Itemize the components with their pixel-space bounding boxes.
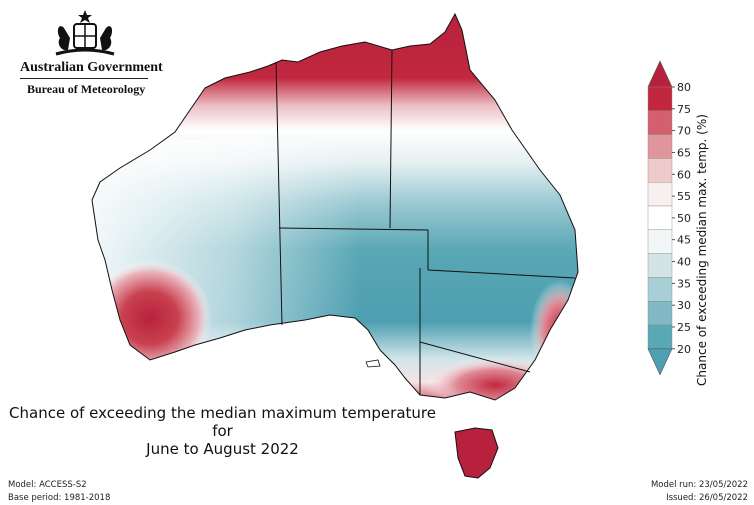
legend-tick-label: 70 bbox=[677, 125, 691, 138]
legend-swatch bbox=[647, 324, 673, 349]
tasmania bbox=[454, 427, 499, 479]
legend-tick-label: 60 bbox=[677, 168, 691, 181]
issued-label: Issued: 26/05/2022 bbox=[666, 493, 748, 503]
legend-swatch bbox=[647, 253, 673, 278]
legend-swatch bbox=[647, 110, 673, 135]
header-divider bbox=[20, 78, 148, 79]
legend-swatch bbox=[647, 229, 673, 254]
legend-swatch bbox=[647, 181, 673, 207]
kangaroo-island bbox=[365, 359, 381, 368]
legend-bottom-arrow bbox=[647, 348, 673, 376]
legend-colorbar: 80 75 70 65 60 55 50 45 40 35 30 25 20 bbox=[647, 60, 691, 376]
legend-swatch bbox=[647, 205, 673, 230]
agency-name: Bureau of Meteorology bbox=[27, 82, 146, 96]
government-name: Australian Government bbox=[20, 60, 163, 75]
legend-tick-label: 20 bbox=[677, 343, 691, 356]
legend-tick-label: 65 bbox=[677, 146, 691, 159]
legend-tick-label: 75 bbox=[677, 103, 691, 116]
legend-swatch bbox=[647, 134, 673, 159]
legend-top-arrow bbox=[647, 60, 673, 88]
map-title: Chance of exceeding the median maximum t… bbox=[9, 404, 436, 458]
legend-tick-label: 25 bbox=[677, 321, 691, 334]
legend-title: Chance of exceeding median max. temp. (%… bbox=[695, 114, 709, 386]
legend-tick-label: 30 bbox=[677, 299, 691, 312]
temperature-outlook-map bbox=[91, 12, 579, 479]
coat-of-arms-icon bbox=[55, 10, 115, 56]
legend-swatch bbox=[647, 300, 673, 326]
legend-swatch bbox=[647, 158, 673, 183]
legend-tick-label: 55 bbox=[677, 190, 691, 203]
model-run-label: Model run: 23/05/2022 bbox=[650, 480, 748, 490]
legend-tick-label: 45 bbox=[677, 234, 691, 247]
mainland-coastline bbox=[91, 12, 579, 401]
state-borders bbox=[275, 49, 576, 395]
model-label: Model: ACCESS-S2 bbox=[8, 480, 87, 490]
legend-tick-label: 80 bbox=[677, 81, 691, 94]
legend-swatch bbox=[647, 277, 673, 302]
base-period-label: Base period: 1981-2018 bbox=[8, 493, 111, 503]
legend-tick-label: 40 bbox=[677, 256, 691, 269]
legend-tick-label: 50 bbox=[677, 212, 691, 225]
legend-tick-label: 35 bbox=[677, 277, 691, 290]
legend-swatch bbox=[647, 86, 673, 111]
